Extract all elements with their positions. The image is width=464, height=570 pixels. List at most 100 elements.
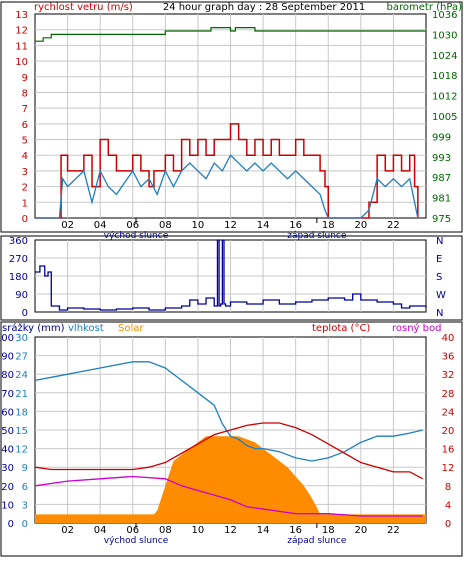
humidity-tick-label: 6 [22,482,28,493]
baro-tick-label: 1030 [432,30,457,41]
humidity-tick-label: 24 [15,370,28,381]
baro-tick-label: 1005 [432,112,457,123]
legend-humidity: vlhkost [68,323,104,334]
x-tick-label-bottom: 04 [94,525,107,536]
panel-wind-frame [0,1,463,233]
sunrise-label: východ slunce [104,231,169,241]
wind-tick-label: 8 [22,88,28,99]
x-tick-label-top: 14 [257,220,270,231]
temp-tick-label: 32 [442,370,455,381]
sunrise-label-bottom: východ slunce [104,536,169,546]
baro-tick-label: 981 [432,194,451,205]
humidity-tick-label: 30 [15,333,28,344]
humidity-tick-label: 3 [22,500,28,511]
x-tick-label-bottom: 12 [224,525,237,536]
series-solar-area [35,436,426,523]
rain-tick-label: 90 [1,352,14,363]
direction-tick-label: 180 [9,272,28,283]
humidity-tick-label: 18 [15,407,28,418]
wind-tick-label: 9 [22,73,28,84]
temp-tick-label: 0 [445,519,451,530]
panel-direction-frame [0,235,463,321]
sunset-label: západ slunce [287,231,347,241]
humidity-tick-label: 27 [15,352,28,363]
x-tick-label-top: 10 [192,220,205,231]
temp-tick-label: 24 [442,407,455,418]
x-tick-label-top: 18 [322,220,335,231]
x-tick-label-bottom: 22 [387,525,400,536]
x-tick-label-top: 08 [159,220,172,231]
series-humidity-line [34,361,423,462]
x-tick-label-top: 02 [61,220,74,231]
baro-tick-label: 975 [432,214,451,225]
temp-tick-label: 12 [442,463,455,474]
baro-tick-label: 1012 [432,92,457,103]
wind-axis-label: rychlost vetru (m/s) [34,2,133,13]
x-tick-label-bottom: 18 [322,525,335,536]
x-tick-label-bottom: 14 [257,525,270,536]
baro-tick-label: 987 [432,173,451,184]
series-wind-average-line [35,154,419,219]
wind-tick-label: 4 [22,151,28,162]
x-tick-label-top: 20 [354,220,367,231]
wind-tick-label: 1 [22,198,28,209]
baro-tick-label: 1024 [432,51,457,62]
series-barometer-line [35,27,426,42]
compass-tick-label: E [436,254,442,265]
rain-tick-label: 70 [1,389,14,400]
rain-tick-label: 100 [0,333,14,344]
humidity-tick-label: 12 [15,445,28,456]
x-tick-label-bottom: 06 [126,525,139,536]
wind-tick-label: 10 [15,57,28,68]
series-wind-gust-line [35,123,419,219]
wind-tick-label: 0 [22,214,28,225]
legend-temp: teplota (°C) [312,323,370,334]
wind-tick-label: 2 [22,183,28,194]
legend-rain: srážky (mm) [2,322,65,334]
x-tick-label-bottom: 10 [192,525,205,536]
rain-tick-label: 40 [1,445,14,456]
humidity-tick-label: 0 [22,519,28,530]
x-tick-label-bottom: 20 [354,525,367,536]
temp-tick-label: 4 [445,500,451,511]
x-tick-label-top: 16 [289,220,302,231]
series-temperature-line [34,422,424,480]
legend-dew: rosný bod [392,322,441,334]
wind-tick-label: 5 [22,136,28,147]
temp-tick-label: 20 [442,426,455,437]
rain-tick-label: 0 [8,519,14,530]
x-tick-label-bottom: 08 [159,525,172,536]
direction-tick-label: 360 [9,236,28,247]
baro-tick-label: 1018 [432,71,457,82]
baro-tick-label: 993 [432,153,451,164]
sunset-label-bottom: západ slunce [287,536,347,546]
rain-tick-label: 20 [1,482,14,493]
temp-tick-label: 8 [445,482,451,493]
humidity-tick-label: 9 [22,463,28,474]
x-tick-label-top: 12 [224,220,237,231]
wind-tick-label: 12 [15,26,28,37]
temp-tick-label: 16 [442,445,455,456]
baro-tick-label: 999 [432,132,451,143]
compass-tick-label: N [436,236,443,247]
direction-tick-label: 270 [9,254,28,265]
x-tick-label-top: 06 [126,220,139,231]
x-tick-label-bottom: 02 [61,525,74,536]
wind-tick-label: 7 [22,104,28,115]
legend-solar: Solar [118,323,144,334]
x-tick-label-top: 04 [94,220,107,231]
rain-tick-label: 30 [1,463,14,474]
x-tick-label-bottom: 16 [289,525,302,536]
chart-title: 24 hour graph day : 28 September 2011 [163,2,365,13]
compass-tick-label: W [436,290,446,301]
wind-tick-label: 6 [22,120,28,131]
humidity-tick-label: 21 [15,389,28,400]
baro-axis-label: barometr (hPa) [387,2,463,13]
rain-tick-label: 80 [1,370,14,381]
temp-tick-label: 28 [442,389,455,400]
baro-tick-label: 1036 [432,10,457,21]
rain-tick-label: 50 [1,426,14,437]
rain-tick-label: 60 [1,407,14,418]
